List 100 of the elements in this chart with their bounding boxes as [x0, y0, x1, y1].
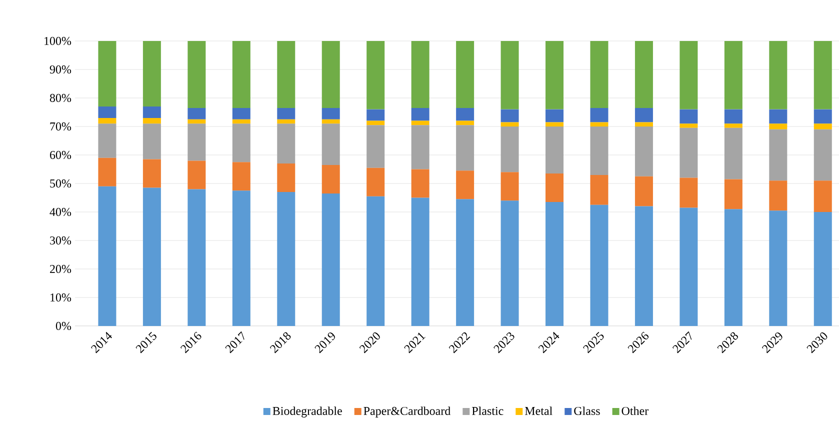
bar	[724, 128, 742, 180]
legend-label: Other	[622, 406, 649, 416]
legend-label: Plastic	[472, 406, 504, 416]
bar	[546, 174, 564, 202]
bar	[769, 109, 788, 124]
bar	[411, 169, 430, 198]
bar	[634, 40, 653, 108]
bar	[366, 120, 385, 126]
bar	[232, 119, 250, 124]
bar	[232, 190, 250, 326]
bar	[769, 40, 788, 110]
bar	[98, 186, 116, 326]
bar	[411, 108, 430, 121]
y-tick-label: 20%	[50, 264, 72, 274]
bar	[634, 108, 653, 122]
bar	[680, 128, 698, 178]
bar	[322, 124, 340, 165]
bar	[277, 164, 296, 192]
bar	[769, 124, 788, 130]
bar	[277, 108, 296, 120]
bar	[634, 126, 653, 176]
bar	[500, 122, 519, 126]
bar	[142, 159, 161, 188]
bar	[546, 202, 564, 326]
bar	[500, 126, 519, 172]
bar	[590, 40, 608, 108]
bar	[680, 109, 698, 124]
bar	[277, 124, 296, 164]
bar	[456, 199, 474, 326]
bar	[142, 118, 161, 124]
y-tick-label: 40%	[50, 208, 72, 216]
bar	[232, 162, 250, 191]
bar	[590, 126, 608, 175]
bar	[590, 204, 608, 326]
bar	[411, 198, 430, 326]
legend-label: Paper&Cardboard	[364, 406, 451, 418]
bar	[724, 124, 742, 128]
bar	[814, 124, 832, 130]
bar	[814, 129, 832, 181]
bar	[98, 40, 116, 107]
bar	[769, 210, 788, 326]
y-tick-label: 0%	[56, 322, 72, 330]
bar	[680, 124, 698, 128]
bar	[500, 109, 519, 122]
bar	[366, 109, 385, 121]
y-tick-label: 50%	[50, 179, 72, 188]
bar	[366, 40, 385, 110]
y-tick-label: 10%	[50, 293, 72, 302]
bar	[411, 120, 430, 126]
bar	[277, 119, 296, 124]
bar	[322, 40, 340, 108]
bar	[98, 106, 116, 118]
bar	[456, 40, 474, 108]
bar	[456, 108, 474, 121]
bar	[814, 109, 832, 124]
bar	[680, 178, 698, 208]
bar	[724, 40, 742, 110]
bar	[98, 124, 116, 158]
bar	[188, 119, 206, 124]
bar	[634, 122, 653, 126]
bar	[366, 168, 385, 196]
bar	[590, 108, 608, 122]
y-tick-label: 90%	[50, 65, 72, 74]
bar	[814, 180, 832, 212]
bar	[322, 164, 340, 194]
bar	[188, 160, 206, 190]
bar	[590, 122, 608, 126]
y-tick-label: 60%	[50, 150, 72, 160]
bar	[188, 189, 206, 326]
legend-label: Metal	[524, 406, 552, 416]
bar	[769, 129, 788, 181]
bar	[546, 40, 564, 110]
bar	[590, 174, 608, 205]
bar	[411, 40, 430, 108]
bar	[546, 109, 564, 122]
bar	[188, 124, 206, 161]
y-tick-label: 80%	[50, 94, 72, 102]
bar	[277, 40, 296, 108]
bar	[500, 40, 519, 110]
legend-label: Glass	[574, 406, 600, 416]
bar	[680, 208, 698, 326]
bar	[366, 125, 385, 168]
bar	[232, 108, 250, 120]
bar	[277, 192, 296, 326]
bar	[366, 196, 385, 326]
bar	[142, 106, 161, 118]
bar	[456, 170, 474, 200]
bar	[456, 120, 474, 126]
bar	[814, 212, 832, 326]
bar	[322, 108, 340, 120]
bar	[142, 124, 161, 160]
bar	[500, 200, 519, 326]
bar	[724, 179, 742, 210]
bar	[634, 176, 653, 206]
bar	[322, 193, 340, 326]
y-tick-label: 100%	[44, 36, 72, 46]
bar	[500, 172, 519, 201]
bar	[724, 209, 742, 326]
bar	[814, 40, 832, 110]
bar	[769, 180, 788, 211]
